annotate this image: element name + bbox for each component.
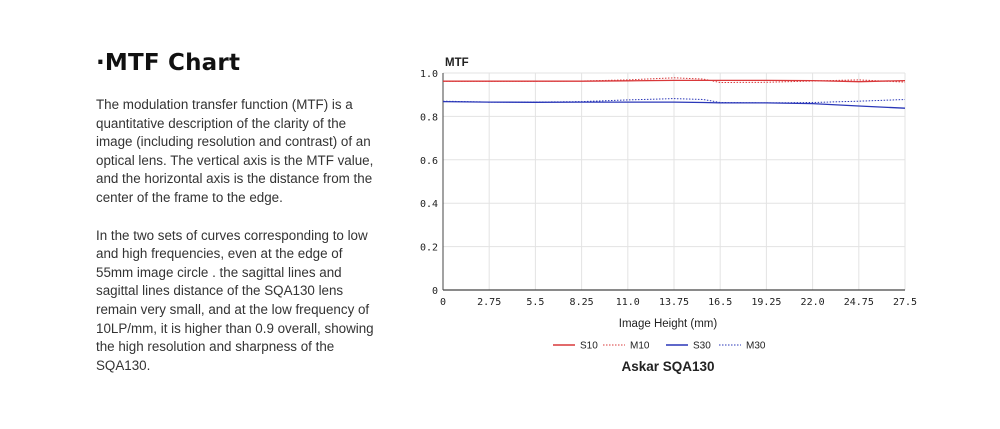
legend-label-m10: M10	[630, 341, 650, 352]
section-heading: ·MTF Chart	[96, 50, 241, 76]
x-axis-title: Image Height (mm)	[619, 318, 718, 330]
x-tick-label: 16.5	[708, 297, 732, 308]
intro-paragraph: The modulation transfer function (MTF) i…	[96, 97, 374, 205]
x-tick-label: 24.75	[844, 297, 874, 308]
x-tick-label: 0	[440, 297, 446, 308]
series-line-m10	[443, 77, 906, 84]
y-tick-label: 0.4	[420, 199, 438, 210]
legend-label-s10: S10	[580, 341, 598, 352]
text-column: ·MTF Chart The modulation transfer funct…	[96, 50, 381, 394]
detail-paragraph: In the two sets of curves corresponding …	[96, 227, 374, 373]
y-tick-label: 0.2	[420, 243, 438, 254]
x-tick-label: 5.5	[526, 297, 544, 308]
y-tick-label: 1.0	[420, 69, 438, 80]
series-line-m30	[442, 98, 906, 104]
x-tick-label: 11.0	[616, 297, 640, 308]
y-tick-label: 0.8	[420, 112, 438, 123]
x-tick-label: 13.75	[659, 297, 689, 308]
x-tick-label: 27.5	[893, 297, 917, 308]
chart-title: Askar SQA130	[621, 359, 714, 374]
x-tick-label: 19.25	[751, 297, 781, 308]
x-tick-label: 8.25	[570, 297, 594, 308]
y-tick-label: 0.6	[420, 156, 438, 167]
x-tick-label: 22.0	[801, 297, 825, 308]
y-axis-title: MTF	[445, 57, 469, 69]
y-tick-label: 0	[432, 286, 438, 297]
legend-label-m30: M30	[746, 341, 766, 352]
x-tick-label: 2.75	[477, 297, 501, 308]
legend-label-s30: S30	[693, 341, 711, 352]
